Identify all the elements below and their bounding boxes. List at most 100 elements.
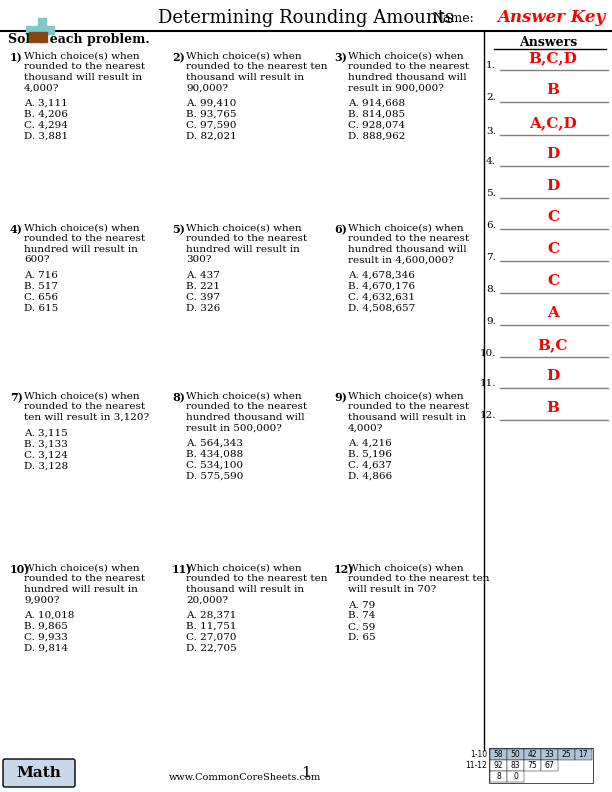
Text: B,C,D: B,C,D [529,51,578,65]
Text: A,C,D: A,C,D [529,116,577,130]
Text: 7.: 7. [486,253,496,261]
Text: B. 3,133: B. 3,133 [24,440,68,448]
Text: Which choice(s) when
rounded to the nearest
hundred will result in
600?: Which choice(s) when rounded to the near… [24,224,145,265]
Text: Which choice(s) when
rounded to the nearest
hundred thousand will
result in 4,60: Which choice(s) when rounded to the near… [348,224,469,265]
Text: A. 99,410: A. 99,410 [186,99,236,108]
Text: Which choice(s) when
rounded to the nearest
hundred will result in
300?: Which choice(s) when rounded to the near… [186,224,307,265]
Bar [490,771,507,782]
Text: 11.: 11. [479,379,496,389]
Bar [507,760,524,771]
Text: B. 814,085: B. 814,085 [348,110,405,119]
Text: 6.: 6. [486,220,496,230]
Text: 58: 58 [494,750,503,759]
Bar [29,32,47,42]
Text: 8): 8) [172,392,185,403]
Text: B. 5,196: B. 5,196 [348,450,392,459]
Text: 11): 11) [172,564,192,575]
Text: 1-10: 1-10 [470,750,487,759]
Text: B. 9,865: B. 9,865 [24,622,68,631]
Text: A. 437: A. 437 [186,271,220,280]
Text: Math: Math [17,766,61,780]
Bar [507,749,524,760]
Text: 8: 8 [496,772,501,781]
Text: A. 10,018: A. 10,018 [24,611,75,620]
Text: 9): 9) [334,392,347,403]
Text: D. 4,508,657: D. 4,508,657 [348,304,416,313]
Text: 10.: 10. [479,348,496,357]
Text: C. 4,632,631: C. 4,632,631 [348,293,415,302]
Text: C: C [547,242,559,256]
Text: www.CommonCoreSheets.com: www.CommonCoreSheets.com [169,774,321,782]
Text: 12): 12) [334,564,354,575]
Text: D: D [547,369,559,383]
Text: B. 517: B. 517 [24,282,58,291]
Text: B: B [547,83,559,97]
Text: 75: 75 [528,761,537,770]
Text: D. 82,021: D. 82,021 [186,132,237,141]
Text: B. 74: B. 74 [348,611,375,620]
Text: Which choice(s) when
rounded to the nearest
thousand will result in
4,000?: Which choice(s) when rounded to the near… [348,392,469,432]
Bar [558,749,575,760]
Text: C. 3,124: C. 3,124 [24,451,68,459]
Text: D: D [547,147,559,161]
Text: A. 716: A. 716 [24,271,58,280]
Text: D. 9,814: D. 9,814 [24,644,68,653]
Text: 6): 6) [334,224,347,235]
Text: 4.: 4. [486,158,496,166]
Text: 83: 83 [510,761,520,770]
Text: 1: 1 [301,766,311,780]
Text: D. 3,881: D. 3,881 [24,132,68,141]
Text: A: A [547,306,559,320]
Text: 10): 10) [10,564,31,575]
Text: 67: 67 [545,761,554,770]
Text: C. 656: C. 656 [24,293,58,302]
Text: B,C: B,C [538,338,569,352]
Bar [524,749,541,760]
Text: C. 97,590: C. 97,590 [186,121,236,130]
Text: Which choice(s) when
rounded to the nearest ten
will result in 70?: Which choice(s) when rounded to the near… [348,564,490,594]
Text: C. 928,074: C. 928,074 [348,121,405,130]
Text: D. 888,962: D. 888,962 [348,132,405,141]
Text: Which choice(s) when
rounded to the nearest
hundred thousand will
result in 900,: Which choice(s) when rounded to the near… [348,52,469,92]
Text: D. 326: D. 326 [186,304,220,313]
Text: 3): 3) [334,52,347,63]
Text: Which choice(s) when
rounded to the nearest
hundred will result in
9,900?: Which choice(s) when rounded to the near… [24,564,145,604]
Text: 11-12: 11-12 [465,761,487,770]
Text: 3.: 3. [486,127,496,135]
Text: 92: 92 [494,761,503,770]
Text: 9.: 9. [486,317,496,326]
Text: C. 9,933: C. 9,933 [24,633,68,642]
Text: Answers: Answers [519,36,577,48]
Text: 5.: 5. [486,189,496,199]
Text: 0: 0 [513,772,518,781]
Text: 33: 33 [545,750,554,759]
Text: A. 4,678,346: A. 4,678,346 [348,271,415,280]
Text: 1): 1) [10,52,23,63]
Text: Which choice(s) when
rounded to the nearest
ten will result in 3,120?: Which choice(s) when rounded to the near… [24,392,149,422]
Text: D. 3,128: D. 3,128 [24,462,68,470]
Bar [524,760,541,771]
Text: C. 534,100: C. 534,100 [186,461,243,470]
Text: 50: 50 [510,750,520,759]
Text: C. 397: C. 397 [186,293,220,302]
Text: Solve each problem.: Solve each problem. [8,33,150,47]
Text: Name:: Name: [432,12,474,25]
Text: B. 4,206: B. 4,206 [24,110,68,119]
Text: D. 575,590: D. 575,590 [186,472,244,481]
Bar [38,18,46,42]
Text: 7): 7) [10,392,23,403]
Text: 2): 2) [172,52,185,63]
Text: A. 4,216: A. 4,216 [348,439,392,448]
Text: 17: 17 [579,750,588,759]
Text: 42: 42 [528,750,537,759]
Bar [507,771,524,782]
Bar [490,749,507,760]
Text: 4): 4) [10,224,23,235]
Text: Which choice(s) when
rounded to the nearest
thousand will result in
4,000?: Which choice(s) when rounded to the near… [24,52,145,92]
Bar [575,749,592,760]
Bar [541,760,558,771]
Text: A. 28,371: A. 28,371 [186,611,236,620]
Text: A. 914,668: A. 914,668 [348,99,405,108]
Text: Which choice(s) when
rounded to the nearest ten
thousand will result in
20,000?: Which choice(s) when rounded to the near… [186,564,327,604]
Text: B. 221: B. 221 [186,282,220,291]
